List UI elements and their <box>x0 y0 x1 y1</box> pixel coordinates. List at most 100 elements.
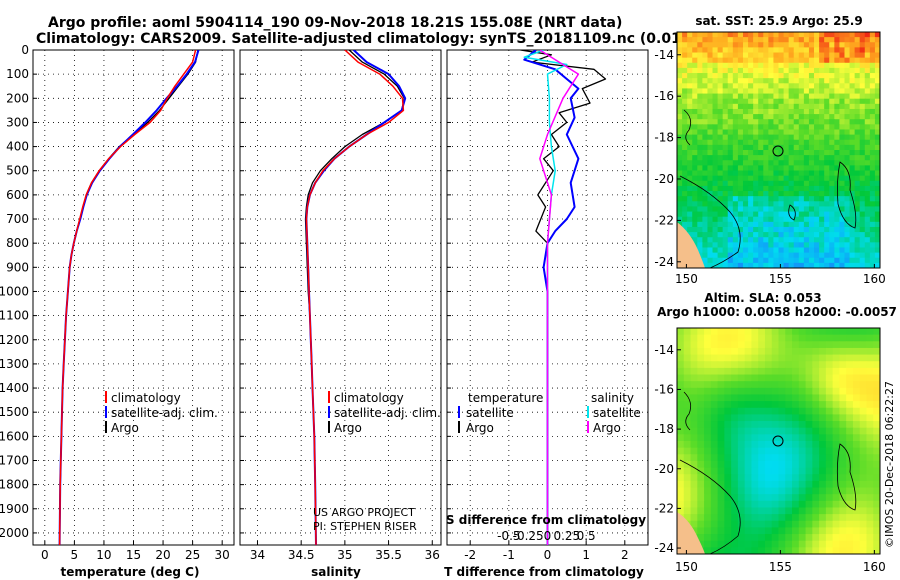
map-cell <box>834 119 840 125</box>
title-line-1: Argo profile: aoml 5904114_190 09-Nov-20… <box>48 15 622 31</box>
map-cell <box>824 201 830 208</box>
map-cell <box>812 394 820 402</box>
map-cell <box>763 196 769 202</box>
map-cell <box>763 185 769 192</box>
map-cell <box>869 139 876 146</box>
map-cell <box>758 534 766 542</box>
map-cell <box>704 474 712 482</box>
map-cell <box>805 407 813 416</box>
map-cell <box>839 124 846 131</box>
map-cell <box>805 500 813 509</box>
temperature-xlabel: temperature (deg C) <box>61 565 200 579</box>
map-cell <box>846 374 854 382</box>
map-cell <box>682 139 688 146</box>
map-cell <box>707 78 714 84</box>
map-cell <box>677 201 683 208</box>
map-cell <box>829 52 835 59</box>
map-cell <box>778 540 786 548</box>
credits-line-2: PI: STEPHEN RISER <box>313 520 417 533</box>
map-cell <box>819 57 825 64</box>
map-cell <box>753 180 759 187</box>
map-cell <box>839 427 847 435</box>
map-cell <box>758 262 764 268</box>
sst-map-frame <box>676 31 881 269</box>
map-cell <box>732 42 739 48</box>
map-cell <box>873 467 880 475</box>
map-cell <box>803 252 810 259</box>
map-cell <box>832 460 840 469</box>
map-cell <box>859 119 866 125</box>
x-tick-label: 1 <box>582 548 590 562</box>
map-cell <box>864 114 871 120</box>
map-cell <box>839 155 846 161</box>
map-cell <box>824 252 830 259</box>
map-cell <box>753 242 759 249</box>
map-cell <box>803 62 810 69</box>
map-cell <box>753 32 759 38</box>
map-cell <box>758 185 764 192</box>
map-cell <box>682 78 688 84</box>
map-cell <box>869 98 876 105</box>
map-cell <box>724 381 732 389</box>
map-cell <box>717 129 724 136</box>
map-cell <box>859 514 868 522</box>
map-cell <box>819 180 825 187</box>
map-cell <box>763 134 769 141</box>
map-cell <box>737 527 746 535</box>
map-cell <box>704 520 712 529</box>
map-cell <box>737 114 744 120</box>
map-cell <box>731 441 739 449</box>
map-cell <box>758 460 766 469</box>
map-cell <box>854 47 861 54</box>
map-cell <box>829 160 835 166</box>
map-cell <box>764 514 773 522</box>
map-cell <box>771 487 780 495</box>
map-cell <box>846 394 854 402</box>
map-cell <box>849 165 856 172</box>
map-cell <box>874 78 880 84</box>
map-cell <box>834 221 840 228</box>
map-cell <box>758 361 766 369</box>
map-cell <box>834 37 840 43</box>
map-cell <box>839 347 847 356</box>
map-cell <box>832 500 840 509</box>
map-cell <box>744 467 753 475</box>
map-cell <box>778 232 785 238</box>
map-cell <box>748 62 754 69</box>
map-cell <box>732 221 739 228</box>
map-cell <box>692 216 698 223</box>
map-cell <box>778 47 785 54</box>
map-cell <box>753 201 759 208</box>
map-cell <box>825 441 834 449</box>
map-cell <box>824 93 830 100</box>
map-cell <box>805 434 813 442</box>
map-cell <box>849 62 856 69</box>
map-cell <box>768 98 775 105</box>
map-cell <box>707 237 714 243</box>
map-cell <box>717 144 724 151</box>
map-cell <box>839 103 846 110</box>
map-cell <box>732 83 739 90</box>
map-cell <box>859 216 866 223</box>
map-cell <box>798 42 805 48</box>
map-cell <box>854 57 861 64</box>
map-cell <box>731 334 739 342</box>
map-cell <box>819 160 825 166</box>
map-cell <box>712 83 719 90</box>
map-cell <box>825 480 834 489</box>
map-cell <box>764 361 773 369</box>
sla-map-title: Altim. SLA: 0.053 <box>704 291 821 305</box>
map-cell <box>771 441 780 449</box>
map-cell <box>704 441 712 449</box>
map-cell <box>824 185 830 192</box>
map-cell <box>742 252 749 259</box>
map-cell <box>825 341 834 349</box>
map-cell <box>727 129 734 136</box>
map-cell <box>712 67 719 74</box>
map-cell <box>764 527 773 535</box>
map-cell <box>724 421 732 429</box>
map-cell <box>717 347 725 356</box>
map-cell <box>697 387 705 396</box>
map-cell <box>824 57 830 64</box>
map-cell <box>798 374 807 382</box>
